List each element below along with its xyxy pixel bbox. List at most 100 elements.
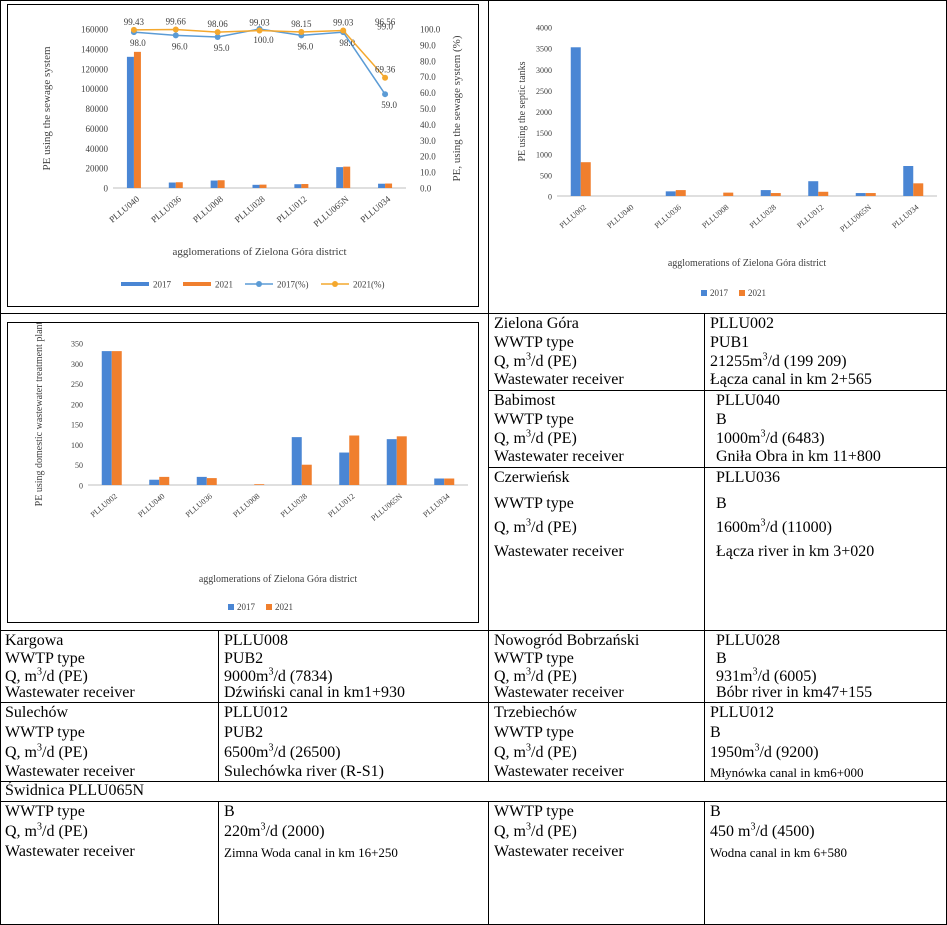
trzebiechow-receiver: Młynówka canal in km6+000 [710,765,864,780]
czerwiensk-wwtp-label: WWTP type [494,495,574,512]
y-tick-label: 20000 [86,164,109,174]
data-label-2021(%): 69.36 [375,65,396,75]
sulechow-q: 6500m3/d (26500) [224,742,341,761]
data-label-2017(%): 95.0 [214,43,230,53]
data-label-2017(%): 96.0 [297,41,313,51]
legend-label: 2021(%) [353,280,385,290]
czerwiensk-code: PLLU036 [716,469,780,486]
bar-2021-PLLU034 [444,478,455,485]
x-tick-label: PLLU034 [890,203,920,230]
line-point-2021(%) [130,26,137,33]
y-tick-label: 2000 [536,108,552,117]
y2-tick-label: 60.0 [420,88,436,98]
legend-label: 2017 [153,280,172,290]
y-tick-label: 100 [71,441,83,450]
x-axis-label: agglomerations of Zielona Góra district [668,258,827,269]
y2-tick-label: 0.0 [420,184,432,194]
czerwiensk-receiver: Łącza river in km 3+020 [716,543,875,560]
line-point-2021(%) [298,28,305,35]
x-tick-label: PLLU065N [838,202,873,233]
chart-sewage-system: 0 20000 40000 60000 80000 100000 120000 140000 1… [7,4,479,307]
trzebiechow-wwtp-label: WWTP type [494,724,574,741]
babimost-type: B [716,411,727,428]
bar-2017-PLLU065N [386,439,397,485]
kargowa-receiver: Dźwiński canal in km1+930 [224,684,405,701]
kargowa-wwtp-label: WWTP type [5,650,85,667]
x-tick-label: PLLU034 [358,194,392,225]
czerwiensk-receiver-label: Wastewater receiver [494,543,624,560]
y2-tick-label: 90.0 [420,40,436,50]
line-point-2021(%) [340,27,347,34]
bar-2017-PLLU012 [294,184,302,188]
bar-2017-PLLU034 [378,183,386,188]
data-label-2021(%): 99.03 [249,18,270,28]
y-tick-label: 500 [540,171,552,180]
x-tick-label: PLLU028 [279,492,309,519]
legend-label: 2021 [275,602,293,612]
legend-swatch-2021 [183,282,211,286]
data-label-2021(%): 99.66 [166,17,187,27]
y-tick-label: 250 [71,380,83,389]
swidnica-wwtp-label-left: WWTP type [5,803,85,820]
data-label-2021(%): 98.15 [291,19,312,29]
swidnica-q-left: 220m3/d (2000) [224,821,325,840]
swidnica-title: Świdnica PLLU065N [5,782,145,799]
bar-2017-PLLU002 [570,47,581,196]
swidnica-q-right: 450 m3/d (4500) [710,821,815,840]
bar-2017-PLLU002 [101,351,112,485]
babimost-name: Babimost [494,392,556,409]
y-tick-label: 200 [71,400,83,409]
x-tick-label: PLLU034 [421,492,451,519]
bar-2017-PLLU028 [252,184,260,188]
bar-2017-PLLU065N [336,167,344,188]
chart-domestic-wwtp-svg: 0 50 100 150 200 250 300 350 PLLU002 PLLU040 PLLU0… [34,321,468,612]
chart-sewage-system-svg: 0 20000 40000 60000 80000 100000 120000 140000 1… [41,17,463,290]
y2-tick-label: 40.0 [420,120,436,130]
zielona-q-label: Q, m3/d (PE) [494,351,577,370]
babimost-receiver: Gniła Obra in km 11+800 [716,448,881,465]
y-tick-label: 300 [71,360,83,369]
bar-2021-PLLU036 [206,478,217,485]
bar-2021-PLLU040 [159,476,170,485]
legend-swatch-2017 [228,604,234,610]
sulechow-type: PUB2 [224,724,264,741]
y-tick-label: 140000 [81,44,109,54]
y-tick-label: 160000 [81,25,109,35]
y2-tick-label: 10.0 [420,168,436,178]
y-tick-label: 3500 [536,45,552,54]
y-tick-label: 0 [548,193,552,202]
sulechow-code: PLLU012 [224,704,288,721]
chart-domestic-wwtp: 0 50 100 150 200 250 300 350 PLLU002 PLLU040 PLLU0… [7,321,479,623]
legend-marker-2021(%) [332,281,338,287]
y-tick-label: 0 [104,184,109,194]
x-tick-label: PLLU065N [369,491,404,522]
y2-axis-label: PE, using the sewage system (%) [451,35,463,181]
y-tick-label: 120000 [81,64,109,74]
bar-2017-PLLU040 [149,479,160,485]
sulechow-receiver-label: Wastewater receiver [5,763,135,780]
zielona-q: 21255m3/d (199 209) [710,351,847,370]
x-tick-label: PLLU002 [89,492,119,519]
bar-2021-PLLU008 [723,192,734,196]
y2-tick-label: 20.0 [420,152,436,162]
sulechow-q-label: Q, m3/d (PE) [5,742,88,761]
y-tick-label: 0 [79,482,83,491]
bar-2017-PLLU034 [434,478,445,485]
y2-tick-label: 30.0 [420,136,436,146]
x-tick-label: PLLU008 [191,194,225,225]
chart-septic-tanks-svg: 0 500 1000 1500 2000 2500 3000 3500 4000 PLLU002 P… [517,24,937,298]
line-point-2021(%) [172,26,179,33]
bar-2017-PLLU036 [196,476,207,485]
swidnica-type-left: B [224,803,235,820]
x-tick-label: PLLU012 [795,203,825,230]
data-label-2021(%): 98.06 [208,19,229,29]
bar-2021-PLLU034 [913,183,924,196]
zielona-code: PLLU002 [710,315,774,332]
bar-2017-PLLU012 [339,452,350,485]
data-label-2017(%): 98.0 [339,38,355,48]
babimost-code: PLLU040 [716,392,780,409]
data-label-2017(%): 59.0 [381,100,397,110]
y2-tick-label: 50.0 [420,104,436,114]
zielona-receiver-label: Wastewater receiver [494,371,624,388]
x-tick-label: PLLU002 [558,203,588,230]
